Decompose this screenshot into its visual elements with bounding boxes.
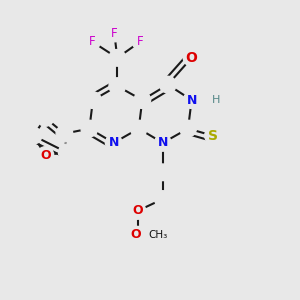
Text: N: N xyxy=(158,136,168,149)
Text: F: F xyxy=(89,35,95,48)
Text: O: O xyxy=(186,51,197,65)
Ellipse shape xyxy=(180,120,196,137)
Ellipse shape xyxy=(81,120,98,137)
Ellipse shape xyxy=(25,128,42,144)
Text: O: O xyxy=(132,204,143,218)
Ellipse shape xyxy=(208,92,224,108)
Ellipse shape xyxy=(85,92,101,108)
Ellipse shape xyxy=(109,50,126,66)
Ellipse shape xyxy=(37,147,54,164)
Text: O: O xyxy=(131,228,141,241)
Ellipse shape xyxy=(160,76,176,93)
Ellipse shape xyxy=(58,144,75,161)
Ellipse shape xyxy=(154,191,171,207)
Ellipse shape xyxy=(129,202,146,219)
Ellipse shape xyxy=(183,50,200,66)
Text: N: N xyxy=(186,94,197,106)
Ellipse shape xyxy=(105,134,122,151)
Ellipse shape xyxy=(132,33,149,50)
Text: F: F xyxy=(111,27,118,40)
Text: CH₃: CH₃ xyxy=(149,230,168,240)
Ellipse shape xyxy=(56,125,73,142)
Text: S: S xyxy=(208,129,218,143)
Ellipse shape xyxy=(37,110,54,126)
Ellipse shape xyxy=(134,92,151,108)
Ellipse shape xyxy=(205,128,221,144)
Text: O: O xyxy=(40,148,51,162)
Ellipse shape xyxy=(130,120,147,137)
Ellipse shape xyxy=(154,164,171,181)
Text: H: H xyxy=(212,95,220,105)
Text: F: F xyxy=(137,35,144,48)
Text: N: N xyxy=(109,136,119,149)
Ellipse shape xyxy=(129,226,146,243)
Ellipse shape xyxy=(84,33,100,50)
Ellipse shape xyxy=(183,92,200,108)
Ellipse shape xyxy=(109,78,126,94)
Ellipse shape xyxy=(106,25,123,42)
Ellipse shape xyxy=(154,134,171,151)
